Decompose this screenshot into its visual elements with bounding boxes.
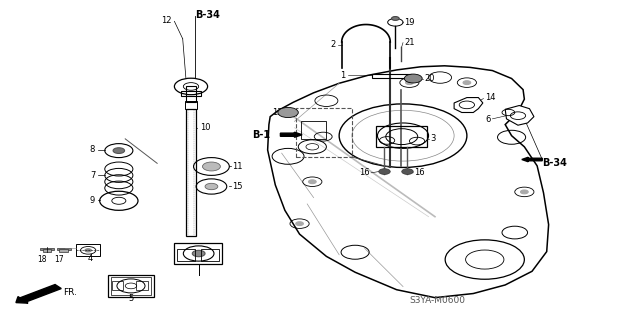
Bar	[112, 281, 124, 290]
FancyArrow shape	[16, 285, 61, 303]
Text: 10: 10	[200, 123, 211, 132]
Bar	[108, 275, 154, 297]
Bar	[174, 243, 222, 264]
Circle shape	[205, 183, 218, 190]
Polygon shape	[268, 66, 548, 298]
Text: 21: 21	[404, 38, 415, 47]
Text: 18: 18	[38, 255, 47, 264]
FancyArrow shape	[522, 157, 542, 162]
Bar	[184, 101, 197, 109]
Text: 4: 4	[88, 254, 93, 263]
Text: 6: 6	[486, 115, 491, 124]
Bar	[296, 108, 352, 157]
Circle shape	[192, 250, 205, 257]
Text: 8: 8	[90, 145, 95, 154]
Circle shape	[278, 108, 298, 118]
Bar	[376, 126, 428, 147]
Bar	[186, 86, 196, 102]
Circle shape	[379, 169, 390, 174]
Text: 9: 9	[90, 196, 95, 205]
Text: 13: 13	[273, 108, 283, 117]
Circle shape	[463, 81, 470, 85]
Text: B-1: B-1	[252, 130, 270, 140]
Bar	[111, 277, 151, 295]
Bar	[40, 248, 54, 250]
Circle shape	[308, 180, 316, 184]
Bar	[177, 249, 195, 261]
Text: 12: 12	[161, 16, 172, 25]
Circle shape	[202, 162, 220, 171]
Bar	[57, 248, 71, 250]
Text: 17: 17	[54, 255, 63, 264]
Circle shape	[514, 111, 522, 115]
Text: FR.: FR.	[63, 288, 77, 297]
Text: 15: 15	[232, 182, 243, 191]
Text: 16: 16	[359, 168, 370, 177]
Text: 11: 11	[232, 162, 243, 171]
Bar	[301, 122, 326, 139]
Text: 2: 2	[331, 40, 336, 49]
Circle shape	[296, 222, 303, 226]
Text: B-34: B-34	[195, 10, 220, 20]
Circle shape	[85, 249, 92, 252]
Bar	[372, 74, 411, 78]
Polygon shape	[505, 106, 534, 125]
Circle shape	[113, 148, 125, 153]
Text: 3: 3	[430, 134, 435, 143]
Bar	[43, 249, 51, 252]
Polygon shape	[454, 98, 483, 113]
Circle shape	[404, 74, 422, 83]
Text: 5: 5	[129, 294, 134, 303]
Text: 7: 7	[90, 171, 95, 180]
Bar	[186, 109, 196, 236]
Text: B-34: B-34	[542, 158, 567, 168]
Text: 16: 16	[415, 168, 425, 177]
Bar	[60, 249, 68, 252]
Bar	[76, 244, 100, 256]
Circle shape	[520, 190, 528, 194]
FancyArrow shape	[280, 132, 302, 137]
Text: 1: 1	[340, 71, 346, 80]
Bar	[201, 249, 219, 261]
Text: S3YA-M0600: S3YA-M0600	[410, 296, 465, 305]
Circle shape	[402, 169, 413, 174]
Text: 14: 14	[484, 93, 495, 102]
Bar	[136, 281, 148, 290]
Circle shape	[392, 17, 399, 20]
Circle shape	[406, 81, 413, 85]
Bar	[180, 91, 201, 96]
Text: 20: 20	[424, 74, 435, 83]
Text: 19: 19	[404, 18, 415, 27]
